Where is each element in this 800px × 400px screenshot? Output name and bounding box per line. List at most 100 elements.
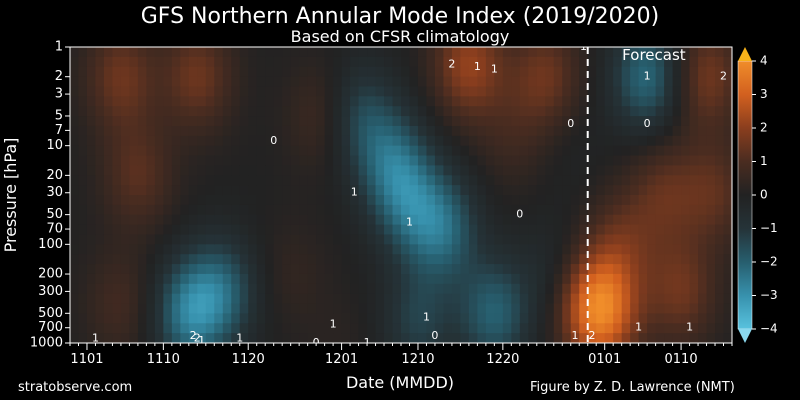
heatmap-cell [460,145,470,157]
heatmap-cell [630,185,640,196]
heatmap-cell [154,283,164,295]
heatmap-cell [307,165,317,176]
heatmap-cell [273,135,283,147]
heatmap-cell [698,234,708,245]
heatmap-cell [460,283,470,295]
heatmap-cell [570,244,580,255]
heatmap-cell [214,175,224,186]
heatmap-cell [86,106,97,117]
heatmap-cell [417,273,428,285]
heatmap-cell [647,165,657,176]
heatmap-cell [502,66,512,78]
heatmap-cell [316,224,326,236]
heatmap-cell [536,283,546,295]
heatmap-cell [443,264,453,275]
heatmap-cell [536,234,546,245]
heatmap-cell [706,293,716,305]
heatmap-cell [154,175,164,186]
heatmap-cell [545,333,555,343]
heatmap-cell [290,313,300,324]
heatmap-cell [553,303,563,314]
heatmap-cell [681,56,691,68]
heatmap-cell [392,204,402,216]
heatmap-cell [494,76,504,88]
heatmap-cell [613,47,623,58]
heatmap-cell [350,273,360,285]
heatmap-cell [188,165,198,176]
heatmap-cell [528,313,538,324]
heatmap-cell [417,195,428,206]
heatmap-cell [706,106,716,117]
heatmap-cell [256,96,266,107]
heatmap-cell [299,116,309,127]
heatmap-cell [417,264,428,275]
heatmap-cell [409,273,419,285]
heatmap-cell [477,224,487,236]
heatmap-cell [307,283,317,295]
heatmap-cell [494,135,504,147]
heatmap-cell [333,224,343,236]
heatmap-cell [137,333,147,343]
heatmap-cell [86,116,97,127]
heatmap-cell [350,86,360,97]
heatmap-cell [519,195,529,206]
heatmap-cell [188,293,198,305]
heatmap-cell [443,293,453,305]
heatmap-cell [197,175,207,186]
heatmap-cell [536,224,546,236]
heatmap-cell [214,47,224,58]
heatmap-cell [638,145,648,157]
heatmap-cell [401,185,411,196]
heatmap-cell [86,165,97,176]
heatmap-cell [103,293,114,305]
heatmap-cell [384,254,394,265]
heatmap-cell [519,165,529,176]
heatmap-cell [604,165,614,176]
heatmap-cell [95,323,105,334]
heatmap-cell [494,145,504,157]
heatmap-cell [367,333,377,343]
heatmap-cell [86,244,97,255]
heatmap-cell [689,303,699,314]
heatmap-cell [341,56,351,68]
heatmap-cell [638,116,648,127]
contour-label: 1 [580,40,587,53]
heatmap-cell [214,204,224,216]
heatmap-cell [350,323,360,334]
heatmap-cell [553,204,563,216]
heatmap-cell [401,264,411,275]
heatmap-cell [485,106,495,117]
heatmap-cell [341,125,351,137]
heatmap-cell [137,165,147,176]
heatmap-cell [689,273,699,285]
heatmap-cell [299,224,309,236]
heatmap-cell [638,333,648,343]
heatmap-cell [273,76,283,88]
heatmap-cell [188,244,198,255]
heatmap-cell [180,195,190,206]
contour-label: 0 [313,336,320,349]
heatmap-cell [579,185,589,196]
heatmap-cell [468,56,478,68]
heatmap-cell [129,165,139,176]
heatmap-cell [350,125,360,137]
heatmap-cell [723,254,732,265]
heatmap-cell [120,125,131,137]
heatmap-cell [502,175,512,186]
heatmap-cell [112,145,122,157]
heatmap-cell [502,254,512,265]
heatmap-cell [536,204,546,216]
heatmap-cell [443,273,453,285]
heatmap-cell [350,214,360,226]
heatmap-cell [171,165,181,176]
heatmap-cell [494,264,504,275]
heatmap-cell [511,323,521,334]
heatmap-cell [715,244,725,255]
heatmap-cell [570,165,580,176]
heatmap-cell [417,214,428,226]
heatmap-cell [290,264,300,275]
heatmap-cell [715,273,725,285]
heatmap-cell [434,96,445,107]
heatmap-cell [451,264,462,275]
heatmap-cell [112,106,122,117]
